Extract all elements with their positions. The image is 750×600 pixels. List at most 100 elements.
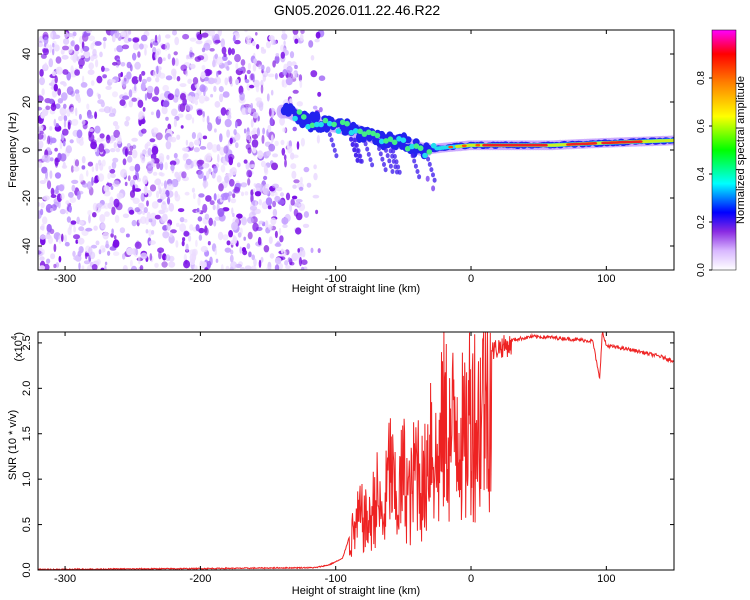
noise-cell <box>50 103 57 112</box>
noise-cell <box>240 182 248 188</box>
noise-cell <box>195 239 198 247</box>
noise-cell <box>194 99 199 106</box>
noise-cell <box>168 234 175 244</box>
signal-streak-cell <box>388 163 393 169</box>
noise-cell <box>236 162 241 168</box>
noise-cell <box>219 133 223 143</box>
noise-cell <box>82 45 90 52</box>
noise-cell <box>252 111 259 119</box>
noise-cell <box>290 198 295 206</box>
noise-cell <box>157 184 161 190</box>
noise-cell <box>209 48 215 52</box>
noise-cell <box>247 62 251 70</box>
noise-cell <box>203 42 211 51</box>
noise-cell <box>295 198 303 203</box>
noise-cell <box>191 132 196 139</box>
noise-cell <box>229 178 235 187</box>
signal-node-cell <box>301 114 307 120</box>
noise-cell <box>268 143 276 152</box>
noise-cell <box>162 100 170 108</box>
noise-cell <box>173 119 177 128</box>
noise-cell <box>196 207 200 213</box>
noise-cell <box>198 227 205 234</box>
noise-cell <box>52 48 55 56</box>
noise-cell <box>124 181 128 187</box>
noise-cell <box>167 93 174 101</box>
noise-cell <box>197 196 201 206</box>
noise-cell <box>88 214 91 224</box>
noise-cell <box>52 43 55 48</box>
noise-cell <box>98 249 102 255</box>
noise-cell <box>132 184 136 193</box>
noise-cell <box>79 54 85 59</box>
noise-cell <box>87 210 92 216</box>
noise-cell <box>214 101 221 108</box>
noise-cell <box>262 127 265 135</box>
noise-cell <box>131 76 139 85</box>
noise-cell <box>150 111 154 116</box>
noise-cell <box>297 248 301 253</box>
signal-streak-cell <box>382 162 386 167</box>
noise-cell <box>314 38 320 43</box>
noise-cell <box>254 32 258 36</box>
noise-cell <box>58 184 65 192</box>
noise-cell <box>48 236 53 244</box>
noise-cell <box>293 202 301 207</box>
signal-node-cell <box>322 117 329 124</box>
noise-cell <box>138 219 142 224</box>
noise-cell <box>207 30 216 37</box>
noise-cell <box>258 199 262 206</box>
noise-cell <box>253 58 257 65</box>
noise-cell <box>111 228 114 235</box>
noise-cell <box>161 261 168 268</box>
noise-cell <box>241 191 244 197</box>
x-tick-label: 100 <box>597 573 615 585</box>
noise-cell <box>146 76 152 82</box>
noise-cell <box>253 258 257 267</box>
noise-cell <box>154 34 158 43</box>
signal-streak-cell <box>334 153 339 159</box>
noise-cell <box>315 209 319 215</box>
noise-cell <box>169 160 177 166</box>
noise-cell <box>167 183 174 191</box>
noise-cell <box>252 222 259 232</box>
noise-cell <box>70 107 75 115</box>
noise-cell <box>214 53 219 60</box>
noise-cell <box>217 208 225 217</box>
noise-cell <box>182 33 190 40</box>
noise-cell <box>265 66 271 74</box>
noise-cell <box>85 30 93 34</box>
noise-cell <box>154 178 162 186</box>
signal-streak-cell <box>390 169 395 174</box>
signal-streak-cell <box>390 153 395 159</box>
noise-cell <box>65 200 70 205</box>
noise-cell <box>46 258 51 264</box>
spectrogram-y-axis: -40 -20 0 20 40 <box>21 48 674 254</box>
noise-cell <box>252 63 257 72</box>
colorbar-tick-label: 0.6 <box>696 119 707 133</box>
noise-cell <box>166 223 171 231</box>
noise-cell <box>123 36 131 44</box>
noise-cell <box>39 77 45 86</box>
noise-cell <box>50 31 53 39</box>
noise-cell <box>115 147 121 153</box>
noise-cell <box>272 183 279 189</box>
noise-cell <box>137 51 141 58</box>
noise-cell <box>180 64 188 72</box>
noise-cell <box>284 260 289 266</box>
signal-node-cell <box>292 115 298 122</box>
noise-cell <box>88 35 95 41</box>
noise-cell <box>111 206 116 215</box>
noise-cell <box>75 107 78 117</box>
noise-cell <box>112 121 119 127</box>
signal-streak-cell <box>395 169 399 175</box>
noise-cell <box>47 135 51 145</box>
noise-cell <box>102 231 109 240</box>
noise-cell <box>235 142 239 149</box>
noise-cell <box>228 156 234 166</box>
noise-cell <box>91 264 98 270</box>
y-tick-label: 0.0 <box>21 562 33 577</box>
noise-cell <box>254 208 261 214</box>
noise-cell <box>240 59 246 66</box>
x-tick-label: 100 <box>597 273 615 285</box>
